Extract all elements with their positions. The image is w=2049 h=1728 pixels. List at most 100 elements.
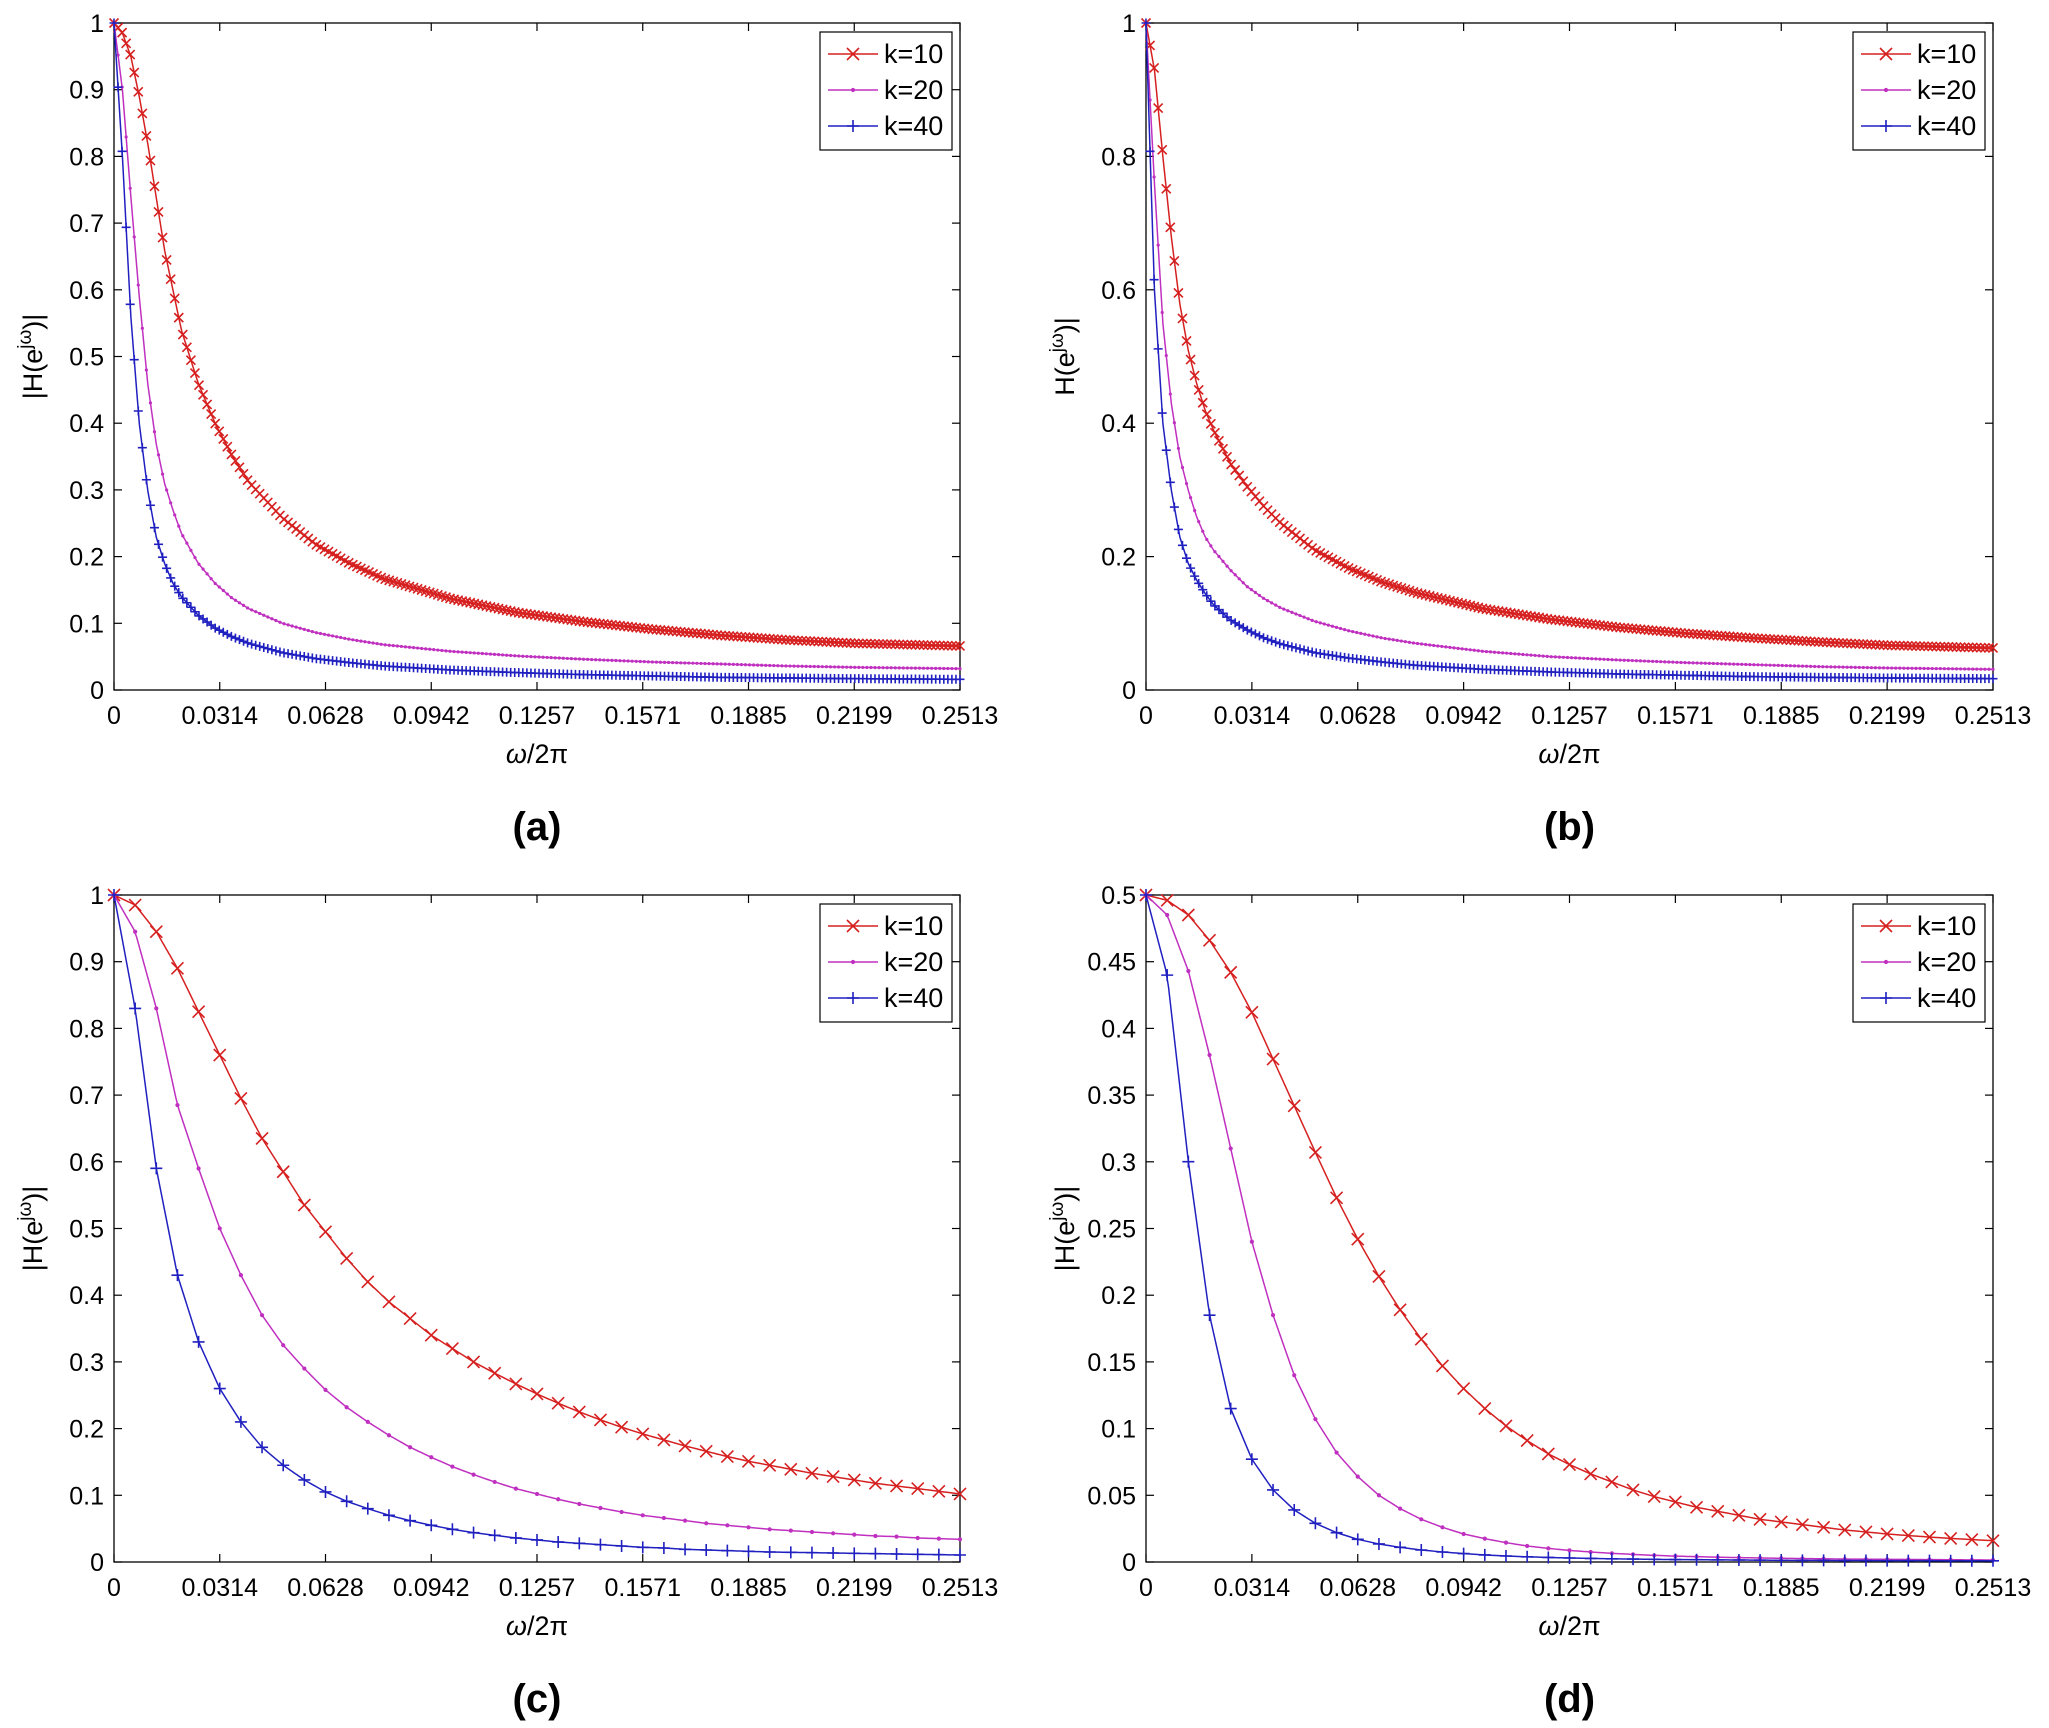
data-point <box>1161 183 1172 194</box>
data-point <box>699 628 711 640</box>
data-point <box>1946 667 1951 671</box>
x-tick-label: 0.1885 <box>1743 702 1819 730</box>
y-tick-label: 0.2 <box>1101 1282 1136 1310</box>
series-k=10 <box>1140 17 1999 654</box>
data-point <box>569 657 574 661</box>
data-point <box>1197 397 1208 408</box>
data-point <box>1837 638 1849 649</box>
data-point <box>1986 1534 2000 1548</box>
legend-label: k=20 <box>884 947 943 977</box>
data-point <box>1282 607 1286 611</box>
data-point <box>1197 520 1201 524</box>
x-tick-label: 0.2199 <box>816 1574 892 1602</box>
legend: k=10 k=20 k=40 <box>819 31 953 151</box>
data-point <box>1217 554 1221 559</box>
data-point <box>1176 446 1181 451</box>
data-point <box>1809 636 1820 647</box>
data-point <box>1667 627 1678 638</box>
data-point <box>165 488 169 492</box>
panel-d: 0 0.0314 0.0628 0.0942 0.1257 0.1571 0.1885 0.2… <box>1047 882 2031 1721</box>
data-point <box>1955 642 1966 653</box>
x-tick-label: 0.2513 <box>1955 702 2031 730</box>
data-point <box>942 640 953 651</box>
data-point <box>1850 638 1861 649</box>
data-point <box>921 666 926 670</box>
data-point <box>1489 605 1500 616</box>
data-point <box>655 624 666 636</box>
data-point <box>767 1527 772 1532</box>
data-point <box>452 649 456 654</box>
legend-box <box>819 903 953 1023</box>
data-point <box>234 462 245 473</box>
data-point <box>1153 103 1164 114</box>
data-point <box>1444 645 1448 649</box>
data-point <box>752 632 763 643</box>
data-point <box>556 1497 561 1502</box>
data-point <box>954 1548 966 1561</box>
data-point <box>776 634 787 645</box>
x-tick-label: 0 <box>107 1574 121 1602</box>
data-point <box>1602 657 1606 661</box>
data-point <box>1488 650 1493 654</box>
data-point <box>226 631 236 641</box>
data-point <box>1780 663 1784 668</box>
data-point <box>237 601 242 605</box>
data-point <box>1476 649 1480 653</box>
data-point <box>1314 620 1318 624</box>
data-point <box>954 640 966 652</box>
data-point <box>1359 631 1363 635</box>
data-point <box>133 86 144 97</box>
data-point <box>618 621 630 632</box>
data-point <box>889 1479 904 1493</box>
data-point <box>1207 1052 1212 1058</box>
data-point <box>1351 630 1355 634</box>
data-point <box>809 636 820 647</box>
data-point <box>213 1048 227 1062</box>
data-point <box>946 666 950 671</box>
data-point <box>1456 646 1460 650</box>
data-point <box>849 665 853 669</box>
x-tick-label: 0 <box>1139 702 1153 730</box>
data-point <box>432 648 436 652</box>
data-point <box>1615 622 1626 633</box>
data-point <box>234 635 244 645</box>
data-point <box>1991 667 1995 671</box>
data-point <box>137 443 147 453</box>
data-point <box>614 658 618 663</box>
data-point <box>1152 175 1156 179</box>
y-tick-label: 0.15 <box>1087 1349 1136 1377</box>
series-k=10 <box>1139 888 2000 1548</box>
data-point <box>1217 443 1229 454</box>
data-point <box>1415 1543 1428 1556</box>
x-tick-label: 0.0314 <box>182 1574 259 1602</box>
data-point <box>1525 653 1529 657</box>
data-point <box>1259 633 1269 643</box>
data-point <box>1772 663 1776 667</box>
data-point <box>889 666 893 670</box>
data-point <box>784 1462 798 1476</box>
data-point <box>926 640 937 651</box>
data-point <box>1153 344 1163 354</box>
data-point <box>869 1547 882 1560</box>
data-point <box>1679 628 1691 639</box>
data-point <box>1711 661 1715 666</box>
data-point <box>1290 610 1294 614</box>
y-tick-label: 0.4 <box>69 410 104 438</box>
data-point <box>144 368 148 372</box>
data-point <box>213 581 217 586</box>
data-point <box>1279 640 1289 650</box>
data-point <box>1708 630 1719 641</box>
data-point <box>1302 615 1306 619</box>
data-point <box>739 663 744 667</box>
panel-b: 0 0.0314 0.0628 0.0942 0.1257 0.1571 0.1885 0.2… <box>1047 10 2031 849</box>
data-point <box>1582 618 1593 629</box>
data-point <box>1225 564 1229 568</box>
data-point <box>868 1476 882 1490</box>
data-point <box>488 652 493 656</box>
data-point <box>1391 638 1395 642</box>
data-point <box>1375 635 1379 639</box>
data-point <box>650 660 654 664</box>
data-point <box>181 534 185 538</box>
data-point <box>1659 660 1663 664</box>
data-point <box>1156 243 1160 247</box>
